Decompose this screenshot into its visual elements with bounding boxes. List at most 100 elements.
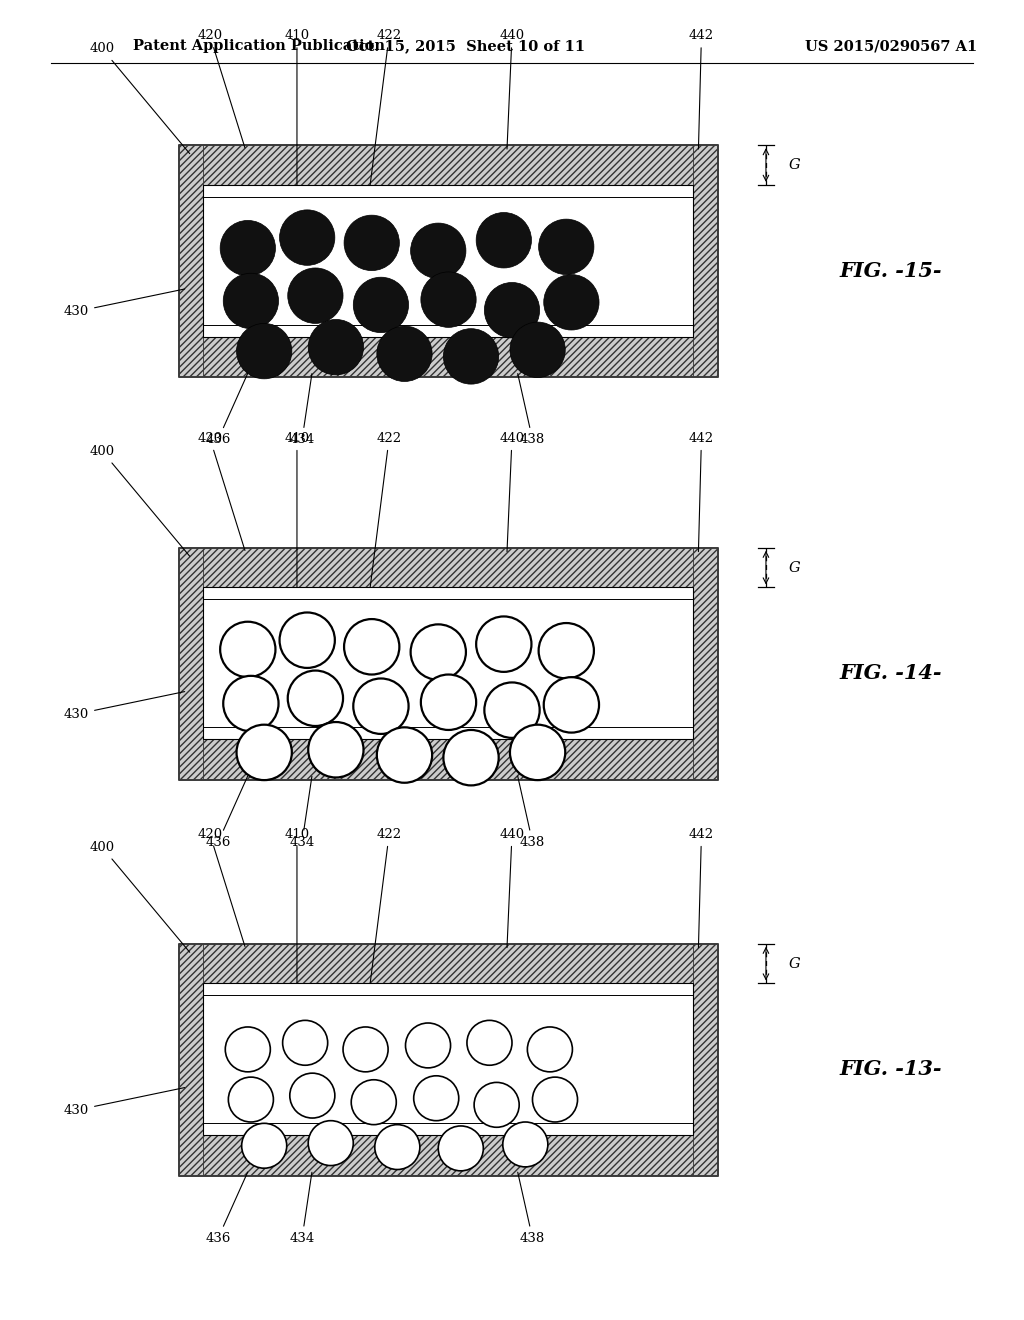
Bar	[179, 145, 717, 376]
Bar	[203, 587, 693, 739]
Ellipse shape	[474, 1082, 519, 1127]
Bar	[693, 944, 717, 1175]
Ellipse shape	[290, 1073, 335, 1118]
Text: 438: 438	[518, 374, 545, 446]
Text: 410: 410	[285, 29, 309, 193]
Text: 430: 430	[63, 289, 184, 318]
Ellipse shape	[237, 323, 292, 379]
Ellipse shape	[223, 273, 279, 329]
Ellipse shape	[503, 1122, 548, 1167]
Text: G: G	[788, 957, 800, 970]
Ellipse shape	[377, 326, 432, 381]
Text: 422: 422	[369, 29, 401, 194]
Bar	[203, 185, 693, 337]
Bar	[179, 548, 717, 779]
Text: US 2015/0290567 A1: US 2015/0290567 A1	[805, 40, 977, 53]
Bar	[179, 145, 203, 376]
Bar	[693, 548, 717, 779]
Ellipse shape	[510, 725, 565, 780]
Text: 430: 430	[63, 692, 184, 721]
Ellipse shape	[308, 722, 364, 777]
Ellipse shape	[476, 616, 531, 672]
Text: 422: 422	[369, 432, 401, 597]
Ellipse shape	[220, 622, 275, 677]
Ellipse shape	[484, 282, 540, 338]
Bar	[179, 944, 203, 1175]
Text: 440: 440	[500, 432, 524, 552]
Bar	[179, 548, 203, 779]
Ellipse shape	[377, 727, 432, 783]
Ellipse shape	[308, 319, 364, 375]
Text: G: G	[788, 158, 800, 172]
Ellipse shape	[242, 1123, 287, 1168]
Ellipse shape	[228, 1077, 273, 1122]
Ellipse shape	[411, 624, 466, 680]
Ellipse shape	[443, 730, 499, 785]
Text: 434: 434	[290, 776, 314, 849]
Text: 442: 442	[689, 432, 714, 552]
Ellipse shape	[443, 329, 499, 384]
Text: 442: 442	[689, 828, 714, 948]
Ellipse shape	[353, 277, 409, 333]
Ellipse shape	[375, 1125, 420, 1170]
Text: 442: 442	[689, 29, 714, 149]
Bar	[179, 1135, 717, 1175]
Ellipse shape	[539, 623, 594, 678]
Bar	[179, 944, 717, 983]
Ellipse shape	[237, 725, 292, 780]
Text: Patent Application Publication: Patent Application Publication	[133, 40, 385, 53]
Ellipse shape	[467, 1020, 512, 1065]
Ellipse shape	[280, 612, 335, 668]
Text: 438: 438	[518, 1172, 545, 1245]
Text: 420: 420	[198, 432, 245, 550]
Text: 420: 420	[198, 828, 245, 946]
Bar	[179, 337, 717, 376]
Text: Oct. 15, 2015  Sheet 10 of 11: Oct. 15, 2015 Sheet 10 of 11	[346, 40, 586, 53]
Bar	[179, 944, 717, 1175]
Ellipse shape	[544, 275, 599, 330]
Ellipse shape	[421, 272, 476, 327]
Text: FIG. -14-: FIG. -14-	[840, 663, 942, 684]
Text: G: G	[788, 561, 800, 574]
Ellipse shape	[484, 682, 540, 738]
Ellipse shape	[225, 1027, 270, 1072]
Text: 436: 436	[206, 374, 248, 446]
Bar	[179, 739, 717, 779]
Ellipse shape	[527, 1027, 572, 1072]
Text: 434: 434	[290, 374, 314, 446]
Ellipse shape	[476, 213, 531, 268]
Text: 400: 400	[90, 841, 189, 952]
Text: 400: 400	[90, 445, 189, 556]
Ellipse shape	[421, 675, 476, 730]
Ellipse shape	[414, 1076, 459, 1121]
Text: 422: 422	[369, 828, 401, 993]
Ellipse shape	[220, 220, 275, 276]
Ellipse shape	[351, 1080, 396, 1125]
Ellipse shape	[288, 671, 343, 726]
Text: FIG. -13-: FIG. -13-	[840, 1059, 942, 1080]
Ellipse shape	[343, 1027, 388, 1072]
Text: 420: 420	[198, 29, 245, 148]
Bar	[693, 145, 717, 376]
Ellipse shape	[411, 223, 466, 279]
Ellipse shape	[532, 1077, 578, 1122]
Text: 410: 410	[285, 828, 309, 991]
Ellipse shape	[438, 1126, 483, 1171]
Text: 438: 438	[518, 776, 545, 849]
Ellipse shape	[353, 678, 409, 734]
Text: 400: 400	[90, 42, 189, 153]
Ellipse shape	[308, 1121, 353, 1166]
Ellipse shape	[344, 215, 399, 271]
Ellipse shape	[539, 219, 594, 275]
Ellipse shape	[223, 676, 279, 731]
Bar	[179, 145, 717, 185]
Text: 430: 430	[63, 1088, 184, 1117]
Text: 436: 436	[206, 776, 248, 849]
Text: 440: 440	[500, 29, 524, 149]
Text: 440: 440	[500, 828, 524, 948]
Text: 434: 434	[290, 1172, 314, 1245]
Ellipse shape	[344, 619, 399, 675]
Ellipse shape	[544, 677, 599, 733]
Bar	[203, 983, 693, 1135]
Ellipse shape	[510, 322, 565, 378]
